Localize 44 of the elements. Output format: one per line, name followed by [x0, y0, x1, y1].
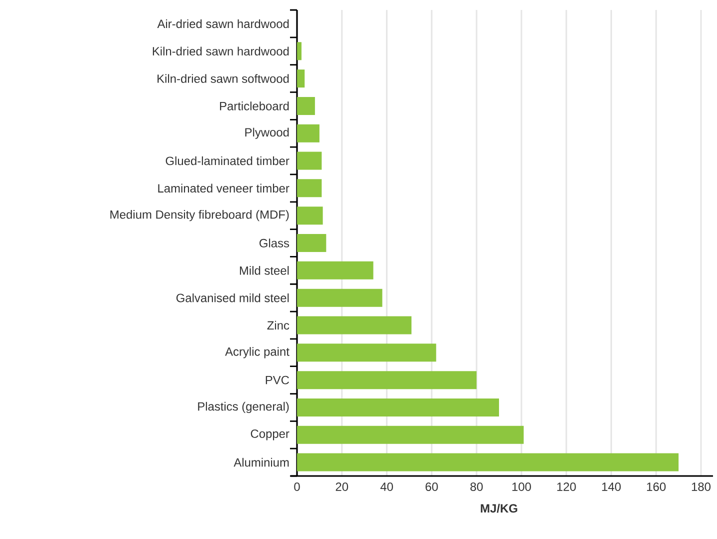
x-tick-label: 60: [426, 482, 438, 491]
y-tick-label: Mild steel: [240, 266, 289, 275]
y-tick-label: Air-dried sawn hardwood: [157, 19, 289, 28]
y-tick-label: Copper: [250, 429, 290, 440]
bar: [297, 261, 374, 280]
x-tick-label: 20: [336, 482, 348, 491]
bar: [297, 206, 323, 225]
x-tick-label: 120: [557, 482, 576, 491]
bar: [297, 398, 500, 416]
bar: [297, 96, 315, 115]
x-tick-label: 80: [470, 482, 483, 491]
y-tick-label: PVC: [266, 376, 290, 384]
x-tick-label: 140: [602, 482, 621, 491]
y-tick-label: Galvanised mild steel: [176, 293, 289, 302]
x-tick-label: 0: [294, 482, 300, 491]
bar: [297, 316, 412, 334]
bar: [297, 234, 326, 252]
bar: [297, 70, 305, 88]
bar: [297, 426, 524, 444]
y-tick-label: Glued-laminated timber: [166, 156, 290, 166]
bar: [297, 288, 382, 307]
bar: [297, 124, 320, 142]
y-tick-label: Medium Density fibreboard (MDF): [110, 210, 289, 222]
y-tick-label: Glass: [260, 238, 290, 248]
y-tick-label: Aluminium: [234, 458, 289, 467]
x-tick-label: 40: [380, 482, 393, 491]
y-tick-label: Kiln-dried sawn hardwood: [152, 46, 289, 56]
bar: [297, 344, 436, 362]
bar: [297, 152, 322, 170]
y-tick-label: Plastics (general): [198, 402, 289, 414]
y-tick-label: Plywood: [245, 128, 289, 139]
x-tick-label: 180: [692, 482, 711, 491]
y-tick-label: Laminated veneer timber: [158, 184, 290, 193]
x-tick-label: 160: [647, 482, 666, 491]
y-tick-label: Kiln-dried sawn softwood: [158, 74, 289, 83]
y-tick-label: Acrylic paint: [225, 347, 290, 358]
bar: [297, 371, 477, 390]
bar: [297, 42, 302, 60]
x-axis-title: MJ/KG: [480, 504, 518, 513]
y-tick-label: Particleboard: [220, 102, 289, 110]
x-tick-label: 100: [512, 482, 531, 491]
y-tick-label: Zinc: [267, 320, 290, 330]
bar: [297, 179, 322, 198]
bar: [297, 453, 679, 472]
